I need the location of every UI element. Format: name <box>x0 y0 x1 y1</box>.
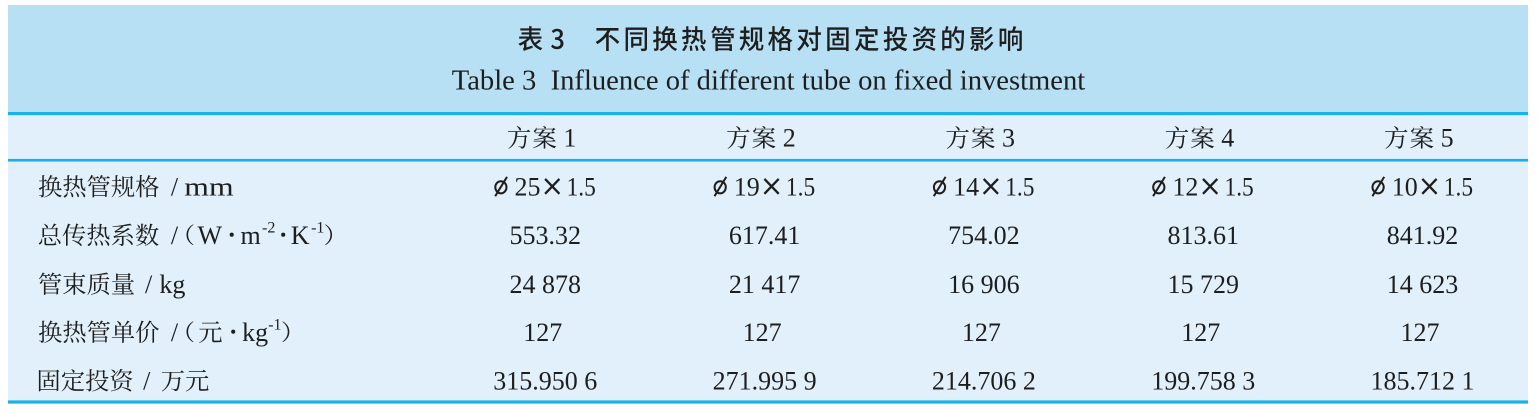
svg-text:-1: -1 <box>268 317 281 334</box>
svg-text:/: / <box>171 221 179 250</box>
svg-text:/: / <box>145 270 153 299</box>
svg-text:3: 3 <box>1002 124 1015 153</box>
svg-text:813.61: 813.61 <box>1167 221 1239 250</box>
svg-text:/: / <box>143 367 151 396</box>
svg-text:25: 25 <box>515 173 541 202</box>
svg-text:1.5: 1.5 <box>1005 173 1034 201</box>
svg-text:10: 10 <box>1392 173 1418 202</box>
svg-text:617.41: 617.41 <box>729 221 801 250</box>
svg-text:553.32: 553.32 <box>510 221 582 250</box>
svg-text:W: W <box>198 221 223 250</box>
svg-text:Table 3 Influence of differen: Table 3 Influence of different tube on f… <box>452 66 1086 97</box>
svg-text:127: 127 <box>523 318 562 347</box>
svg-text:127: 127 <box>1181 318 1220 347</box>
svg-text:1: 1 <box>563 124 576 153</box>
svg-text:1.5: 1.5 <box>1225 173 1254 201</box>
svg-text:-2: -2 <box>262 220 275 237</box>
svg-text:14: 14 <box>953 173 979 202</box>
svg-text:15 729: 15 729 <box>1167 270 1239 299</box>
svg-text:kg: kg <box>159 270 185 299</box>
svg-text:841.92: 841.92 <box>1387 221 1459 250</box>
svg-text:2: 2 <box>783 124 796 153</box>
svg-text:kg: kg <box>242 318 268 347</box>
svg-text:21 417: 21 417 <box>729 270 801 299</box>
svg-text:12: 12 <box>1172 173 1198 202</box>
svg-text:5: 5 <box>1441 124 1454 153</box>
svg-text:214.706 2: 214.706 2 <box>932 367 1036 396</box>
svg-text:m: m <box>241 221 261 250</box>
svg-text:-1: -1 <box>311 220 324 237</box>
svg-text:/: / <box>171 173 179 202</box>
svg-text:315.950 6: 315.950 6 <box>493 367 597 396</box>
svg-text:4: 4 <box>1221 124 1234 153</box>
svg-text:24 878: 24 878 <box>510 270 582 299</box>
svg-text:127: 127 <box>743 318 782 347</box>
svg-text:mm: mm <box>184 173 234 202</box>
svg-text:/: / <box>171 318 179 347</box>
svg-text:1.5: 1.5 <box>1444 173 1473 201</box>
svg-text:19: 19 <box>734 173 760 202</box>
svg-text:14 623: 14 623 <box>1387 270 1459 299</box>
svg-text:1.5: 1.5 <box>567 173 596 201</box>
svg-text:16 906: 16 906 <box>948 270 1020 299</box>
svg-text:185.712 1: 185.712 1 <box>1371 367 1475 396</box>
svg-text:754.02: 754.02 <box>948 221 1020 250</box>
svg-text:1.5: 1.5 <box>786 173 815 201</box>
svg-text:127: 127 <box>962 318 1001 347</box>
svg-text:271.995 9: 271.995 9 <box>713 367 817 396</box>
svg-text:K: K <box>291 221 310 250</box>
svg-text:199.758 3: 199.758 3 <box>1151 367 1255 396</box>
svg-text:127: 127 <box>1401 318 1440 347</box>
